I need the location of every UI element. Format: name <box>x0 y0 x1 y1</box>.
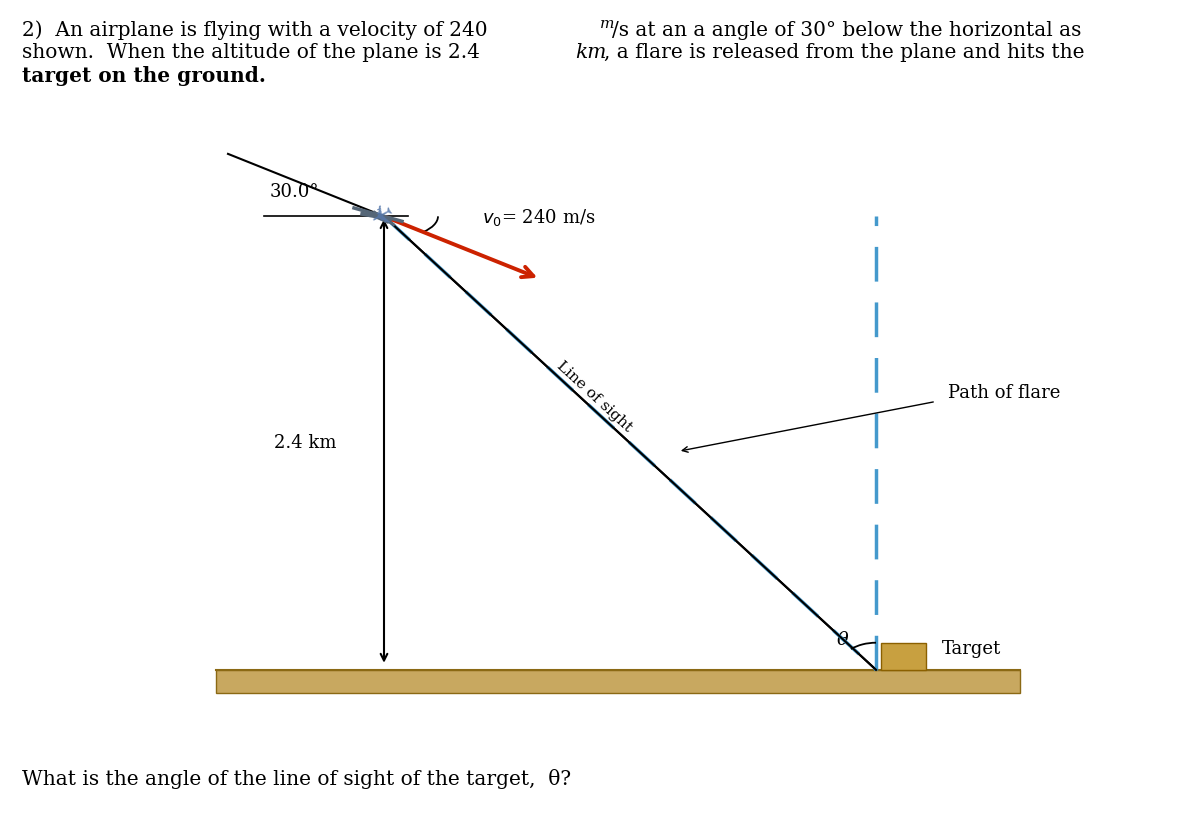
Text: , a flare is released from the plane and hits the: , a flare is released from the plane and… <box>604 43 1084 62</box>
Text: $v_0$= 240 m/s: $v_0$= 240 m/s <box>482 207 595 228</box>
Text: θ: θ <box>836 631 848 649</box>
Bar <box>216 670 1020 693</box>
Text: m: m <box>600 17 614 32</box>
Text: target on the ground.: target on the ground. <box>22 66 265 86</box>
Text: Target: Target <box>942 640 1001 658</box>
Text: shown.  When the altitude of the plane is 2.4: shown. When the altitude of the plane is… <box>22 43 486 62</box>
Text: 2.4 km: 2.4 km <box>274 434 336 452</box>
Text: 2)  An airplane is flying with a velocity of 240: 2) An airplane is flying with a velocity… <box>22 21 493 41</box>
Text: km: km <box>575 43 606 62</box>
Text: /s at an a angle of 30° below the horizontal as: /s at an a angle of 30° below the horizo… <box>612 21 1081 40</box>
Text: Line of sight: Line of sight <box>553 359 635 434</box>
Text: 30.0°: 30.0° <box>270 183 319 201</box>
Text: Path of flare: Path of flare <box>948 384 1061 402</box>
Text: What is the angle of the line of sight of the target,  θ?: What is the angle of the line of sight o… <box>22 769 571 789</box>
Text: ✈: ✈ <box>361 194 395 230</box>
Bar <box>881 643 926 670</box>
